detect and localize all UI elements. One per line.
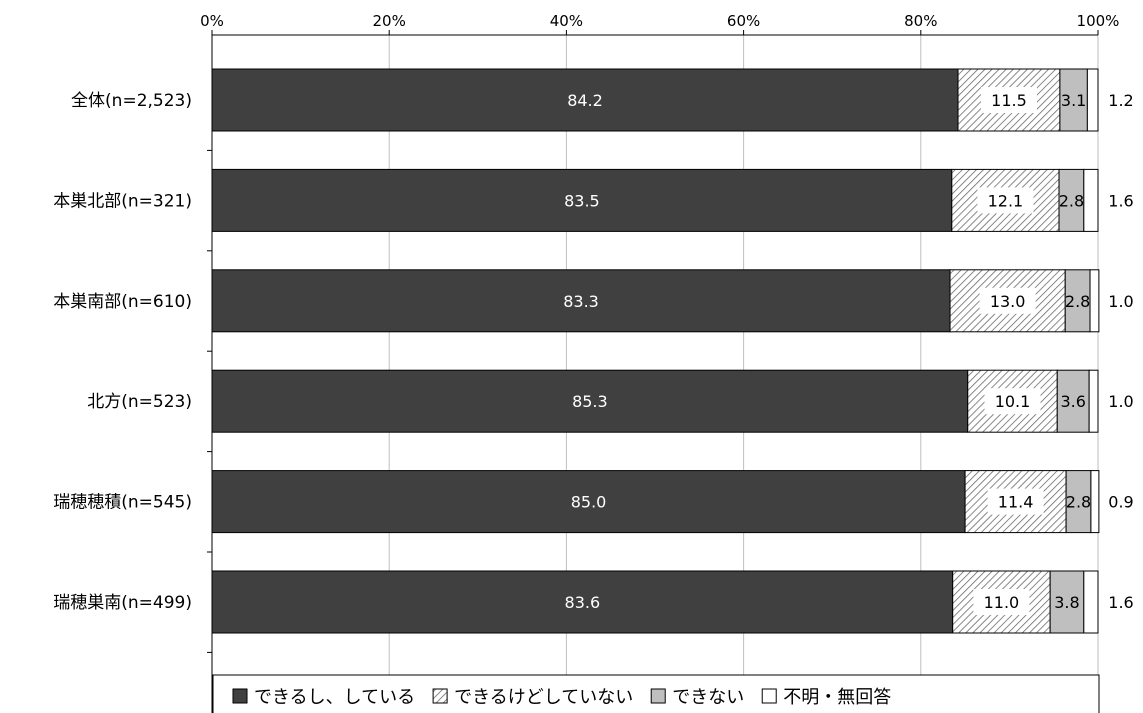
data-label: 83.5 [564,191,600,210]
data-label: 1.2 [1108,91,1133,110]
data-label: 1.0 [1108,392,1133,411]
x-tick-label: 20% [373,12,406,30]
bar-segment [211,68,959,132]
bar-segment [211,570,954,634]
category-label: 北方(n=523) [87,392,192,412]
data-label: 3.8 [1054,593,1079,612]
legend-swatch [432,688,448,704]
data-label: 3.1 [1061,91,1086,110]
data-label: 85.0 [571,493,607,512]
legend-swatch [650,688,666,704]
legend-label: できるし、している [254,687,415,708]
legend-label: できない [672,687,744,708]
data-label-bg [984,388,1041,415]
bar-segment [211,470,966,534]
data-label: 2.8 [1065,292,1090,311]
bar-segment [1088,369,1099,433]
data-label: 1.0 [1108,292,1133,311]
legend-label: できるけどしていない [454,687,633,708]
bar-segment [1090,470,1100,534]
x-tick-label: 60% [727,12,760,30]
data-label: 0.9 [1108,493,1133,512]
category-label: 瑞穂穂積(n=545) [53,493,192,513]
data-label-bg [979,287,1036,314]
x-tick-label: 80% [904,12,937,30]
category-label: 全体(n=2,523) [71,91,192,111]
legend-label: 不明・無回答 [783,687,891,708]
data-label: 85.3 [572,392,608,411]
data-label: 1.6 [1108,191,1133,210]
legend-swatch [761,688,777,704]
bar-segment [1049,570,1085,634]
data-label: 3.6 [1060,392,1085,411]
bars [211,68,1100,634]
legend: できるし、している できるけどしていない できない 不明・無回答 [212,674,1100,713]
data-label: 11.0 [984,593,1020,612]
bar-segment [1083,168,1099,232]
bar-segment [1064,269,1091,333]
data-label: 2.8 [1059,191,1084,210]
data-label-bg [977,187,1034,214]
x-tick-label: 40% [550,12,583,30]
bar-segment [1086,68,1099,132]
category-label: 本巣北部(n=321) [53,191,192,211]
x-tick-label: 0% [200,12,224,30]
data-label: 11.4 [998,493,1034,512]
bar-segment [211,269,951,333]
x-tick-label: 100% [1077,12,1120,30]
data-label-bg [973,589,1030,615]
data-label: 10.1 [995,392,1031,411]
bar-segment [1056,369,1090,433]
data-label: 83.3 [563,292,599,311]
bar-segment [1065,470,1092,534]
category-label: 瑞穂巣南(n=499) [53,593,192,613]
data-label: 84.2 [567,91,603,110]
bar-segment [1059,68,1088,132]
bar-segment [1083,570,1099,634]
bar-segment [211,369,969,433]
data-label: 11.5 [991,91,1027,110]
data-label-bg [980,87,1037,113]
data-label: 83.6 [565,593,601,612]
data-label: 1.6 [1108,593,1133,612]
data-label: 13.0 [990,292,1026,311]
labels: 全体(n=2,523) 84.2 11.5 3.1 1.2 本巣北部(n=321) 83.5… [53,87,1134,615]
data-label: 2.8 [1066,493,1091,512]
legend-swatch [232,688,248,704]
data-label: 12.1 [988,191,1024,210]
bar-segment [1058,168,1085,232]
bar-segment [1089,269,1100,333]
data-label-bg [987,488,1044,515]
category-label: 本巣南部(n=610) [53,292,192,312]
bar-segment [211,168,953,232]
